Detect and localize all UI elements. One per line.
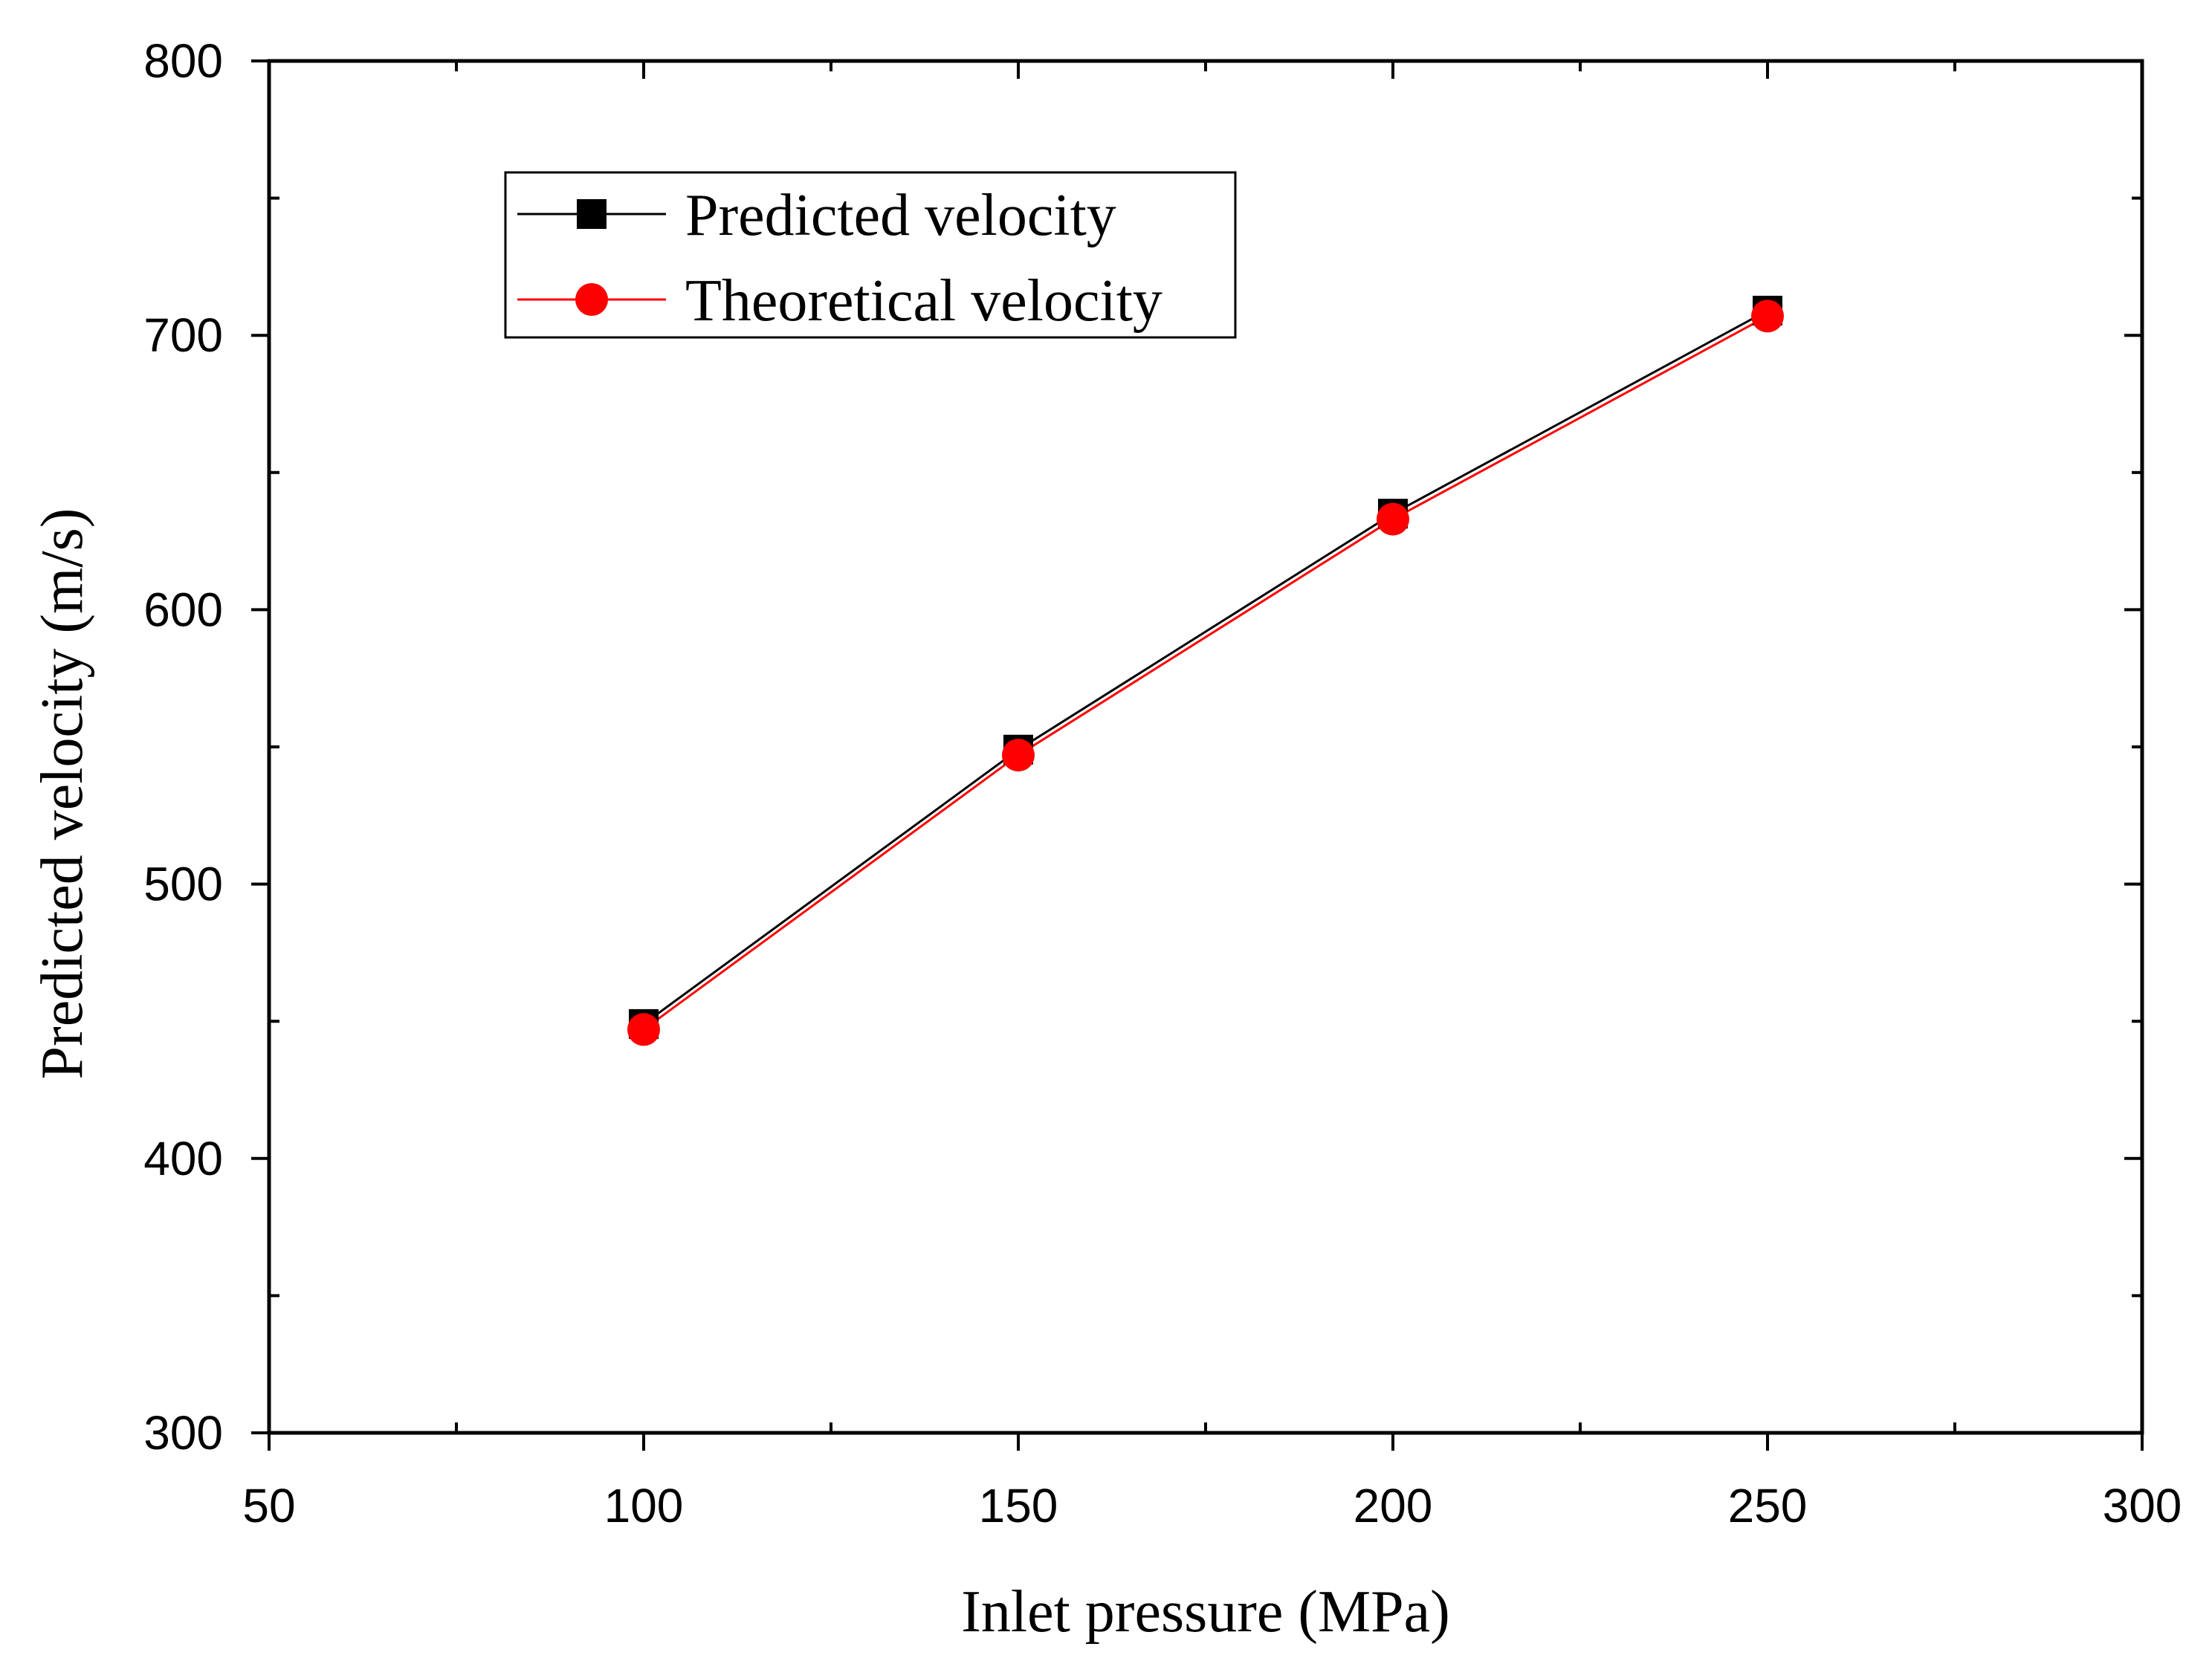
axis-ticks [251,59,2144,1451]
x-tick-label: 300 [2103,1479,2182,1532]
series-line-predicted [643,309,1768,1026]
x-tick-label: 100 [604,1479,684,1532]
x-axis-title: Inlet pressure (MPa) [961,1579,1450,1645]
y-tick-label: 500 [143,858,223,911]
y-axis-title: Predicted velocity (m/s) [30,508,95,1080]
legend-label-theoretical: Theoretical velocity [685,268,1162,334]
x-tick-label: 200 [1354,1479,1433,1532]
y-tick-label: 700 [143,308,223,362]
axis-tick-labels: 50 100 150 200 250 300 300 400 500 600 700 800 [143,34,2182,1532]
series-line-theoretical [643,315,1768,1031]
legend: Predicted velocity Theoretical velocity [504,171,1237,339]
y-tick-label: 800 [143,34,223,88]
y-tick-label: 300 [143,1406,223,1460]
y-tick-label: 400 [143,1132,223,1185]
x-tick-label: 50 [242,1479,295,1532]
x-tick-label: 250 [1728,1479,1808,1532]
legend-marker-theoretical [575,283,608,316]
series-layer [627,295,1784,1046]
theoretical-point [1751,300,1784,333]
x-tick-label: 150 [979,1479,1058,1532]
theoretical-point [627,1013,660,1046]
legend-label-predicted: Predicted velocity [685,183,1116,248]
theoretical-point [1377,502,1409,536]
legend-marker-predicted [577,199,607,229]
theoretical-point [1002,739,1035,772]
y-tick-label: 600 [143,583,223,636]
legend-box [504,171,1237,339]
